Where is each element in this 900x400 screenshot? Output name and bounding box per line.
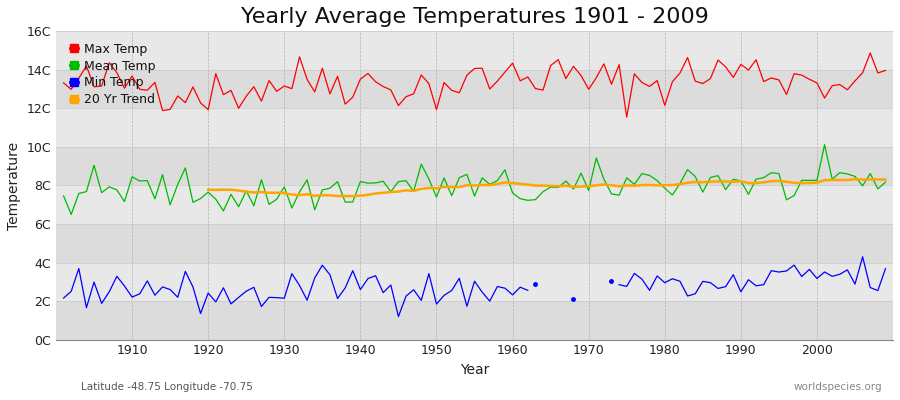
Bar — [56, 31, 893, 70]
Bar — [56, 301, 893, 340]
X-axis label: Year: Year — [460, 363, 490, 377]
Bar — [56, 224, 893, 262]
Title: Yearly Average Temperatures 1901 - 2009: Yearly Average Temperatures 1901 - 2009 — [240, 7, 708, 27]
Y-axis label: Temperature: Temperature — [7, 141, 21, 230]
Bar — [56, 186, 893, 224]
Bar — [56, 147, 893, 186]
Bar — [56, 108, 893, 147]
Legend: Max Temp, Mean Temp, Min Temp, 20 Yr Trend: Max Temp, Mean Temp, Min Temp, 20 Yr Tre… — [67, 39, 159, 110]
Bar — [56, 262, 893, 301]
Bar — [56, 70, 893, 108]
Text: Latitude -48.75 Longitude -70.75: Latitude -48.75 Longitude -70.75 — [81, 382, 253, 392]
Text: worldspecies.org: worldspecies.org — [794, 382, 882, 392]
